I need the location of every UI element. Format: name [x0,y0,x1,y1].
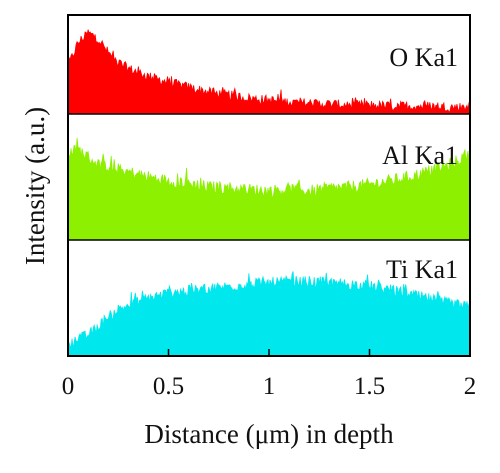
series-area-o-ka1 [68,29,470,115]
series-label: O Ka1 [389,43,458,72]
series-label: Al Ka1 [382,141,458,170]
x-ticks: 0 0.5 1 1.5 2 [62,349,477,400]
series-labels: O Ka1 Al Ka1 Ti Ka1 [382,43,458,284]
y-axis-label: Intensity (a.u.) [20,107,50,265]
x-tick-label: 1.5 [354,373,385,400]
series-layer [68,29,470,356]
x-tick-label: 0 [62,373,75,400]
series-label: Ti Ka1 [386,255,458,284]
x-axis-label: Distance (μm) in depth [144,419,394,449]
series-area-al-ka1 [68,137,470,241]
x-tick-label: 1 [263,373,276,400]
x-tick-label: 0.5 [153,373,184,400]
x-tick-label: 2 [464,373,477,400]
series-area-ti-ka1 [68,271,470,356]
